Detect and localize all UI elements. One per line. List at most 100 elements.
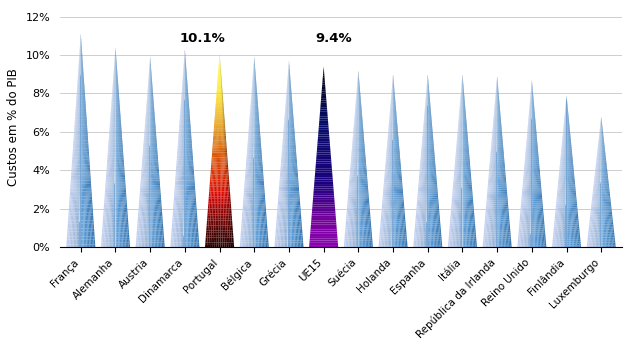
Polygon shape xyxy=(279,192,280,194)
Polygon shape xyxy=(352,190,353,192)
Polygon shape xyxy=(434,178,435,180)
Polygon shape xyxy=(287,212,288,215)
Polygon shape xyxy=(88,183,89,186)
Polygon shape xyxy=(145,202,146,204)
Polygon shape xyxy=(148,164,149,167)
Polygon shape xyxy=(260,245,262,247)
Polygon shape xyxy=(214,141,216,143)
Polygon shape xyxy=(471,223,472,226)
Polygon shape xyxy=(122,162,123,165)
Polygon shape xyxy=(355,245,357,247)
Polygon shape xyxy=(461,232,462,234)
Polygon shape xyxy=(380,245,382,247)
Polygon shape xyxy=(189,121,190,124)
Polygon shape xyxy=(148,157,150,159)
Polygon shape xyxy=(394,146,395,148)
Polygon shape xyxy=(389,183,391,185)
Polygon shape xyxy=(250,235,252,238)
Polygon shape xyxy=(608,192,609,193)
Polygon shape xyxy=(595,174,596,176)
Polygon shape xyxy=(564,242,565,244)
Polygon shape xyxy=(352,201,353,203)
Polygon shape xyxy=(602,202,603,203)
Polygon shape xyxy=(82,117,83,119)
Polygon shape xyxy=(254,219,255,221)
Polygon shape xyxy=(215,240,217,243)
Polygon shape xyxy=(154,159,155,162)
Polygon shape xyxy=(248,128,249,131)
Polygon shape xyxy=(454,183,455,185)
Polygon shape xyxy=(113,205,114,208)
Polygon shape xyxy=(281,175,282,177)
Polygon shape xyxy=(501,164,502,166)
Polygon shape xyxy=(117,170,118,172)
Polygon shape xyxy=(578,245,580,247)
Polygon shape xyxy=(505,209,506,211)
Polygon shape xyxy=(309,238,338,240)
Polygon shape xyxy=(533,203,534,205)
Polygon shape xyxy=(143,140,145,143)
Polygon shape xyxy=(460,195,462,197)
Polygon shape xyxy=(257,128,259,131)
Polygon shape xyxy=(458,245,460,247)
Polygon shape xyxy=(423,139,424,141)
Polygon shape xyxy=(148,181,149,183)
Polygon shape xyxy=(506,192,507,194)
Polygon shape xyxy=(465,144,466,146)
Polygon shape xyxy=(79,122,80,125)
Polygon shape xyxy=(352,152,353,154)
Polygon shape xyxy=(173,208,174,210)
Polygon shape xyxy=(114,227,116,230)
Polygon shape xyxy=(175,230,177,232)
Polygon shape xyxy=(469,165,470,167)
Polygon shape xyxy=(560,179,561,181)
Polygon shape xyxy=(153,231,154,233)
Polygon shape xyxy=(398,191,399,193)
Polygon shape xyxy=(421,234,422,237)
Polygon shape xyxy=(474,228,476,230)
Polygon shape xyxy=(537,203,538,205)
Polygon shape xyxy=(316,166,332,168)
Polygon shape xyxy=(291,233,292,236)
Polygon shape xyxy=(555,208,557,209)
Polygon shape xyxy=(255,193,257,195)
Polygon shape xyxy=(461,159,462,161)
Polygon shape xyxy=(531,189,532,191)
Polygon shape xyxy=(138,235,139,238)
Polygon shape xyxy=(185,193,186,195)
Polygon shape xyxy=(257,152,258,154)
Polygon shape xyxy=(540,239,542,241)
Polygon shape xyxy=(290,175,291,177)
Polygon shape xyxy=(353,181,355,183)
Polygon shape xyxy=(572,196,574,198)
Polygon shape xyxy=(113,202,114,205)
Polygon shape xyxy=(467,239,468,241)
Polygon shape xyxy=(125,225,126,227)
Polygon shape xyxy=(107,177,108,180)
Polygon shape xyxy=(211,175,213,177)
Polygon shape xyxy=(362,141,363,143)
Polygon shape xyxy=(284,128,286,131)
Polygon shape xyxy=(606,236,608,238)
Polygon shape xyxy=(146,138,147,140)
Polygon shape xyxy=(392,215,393,217)
Polygon shape xyxy=(287,231,289,233)
Polygon shape xyxy=(360,174,361,177)
Polygon shape xyxy=(353,208,354,210)
Polygon shape xyxy=(283,168,284,170)
Polygon shape xyxy=(604,221,606,223)
Polygon shape xyxy=(362,183,363,185)
Polygon shape xyxy=(111,177,113,180)
Polygon shape xyxy=(607,198,608,200)
Polygon shape xyxy=(152,152,153,154)
Polygon shape xyxy=(282,240,283,243)
Polygon shape xyxy=(404,243,406,245)
Polygon shape xyxy=(183,138,184,141)
Polygon shape xyxy=(357,214,359,217)
Polygon shape xyxy=(209,238,211,240)
Polygon shape xyxy=(565,215,567,217)
Polygon shape xyxy=(194,188,195,191)
Polygon shape xyxy=(316,159,331,161)
Polygon shape xyxy=(487,194,488,196)
Polygon shape xyxy=(545,243,546,245)
